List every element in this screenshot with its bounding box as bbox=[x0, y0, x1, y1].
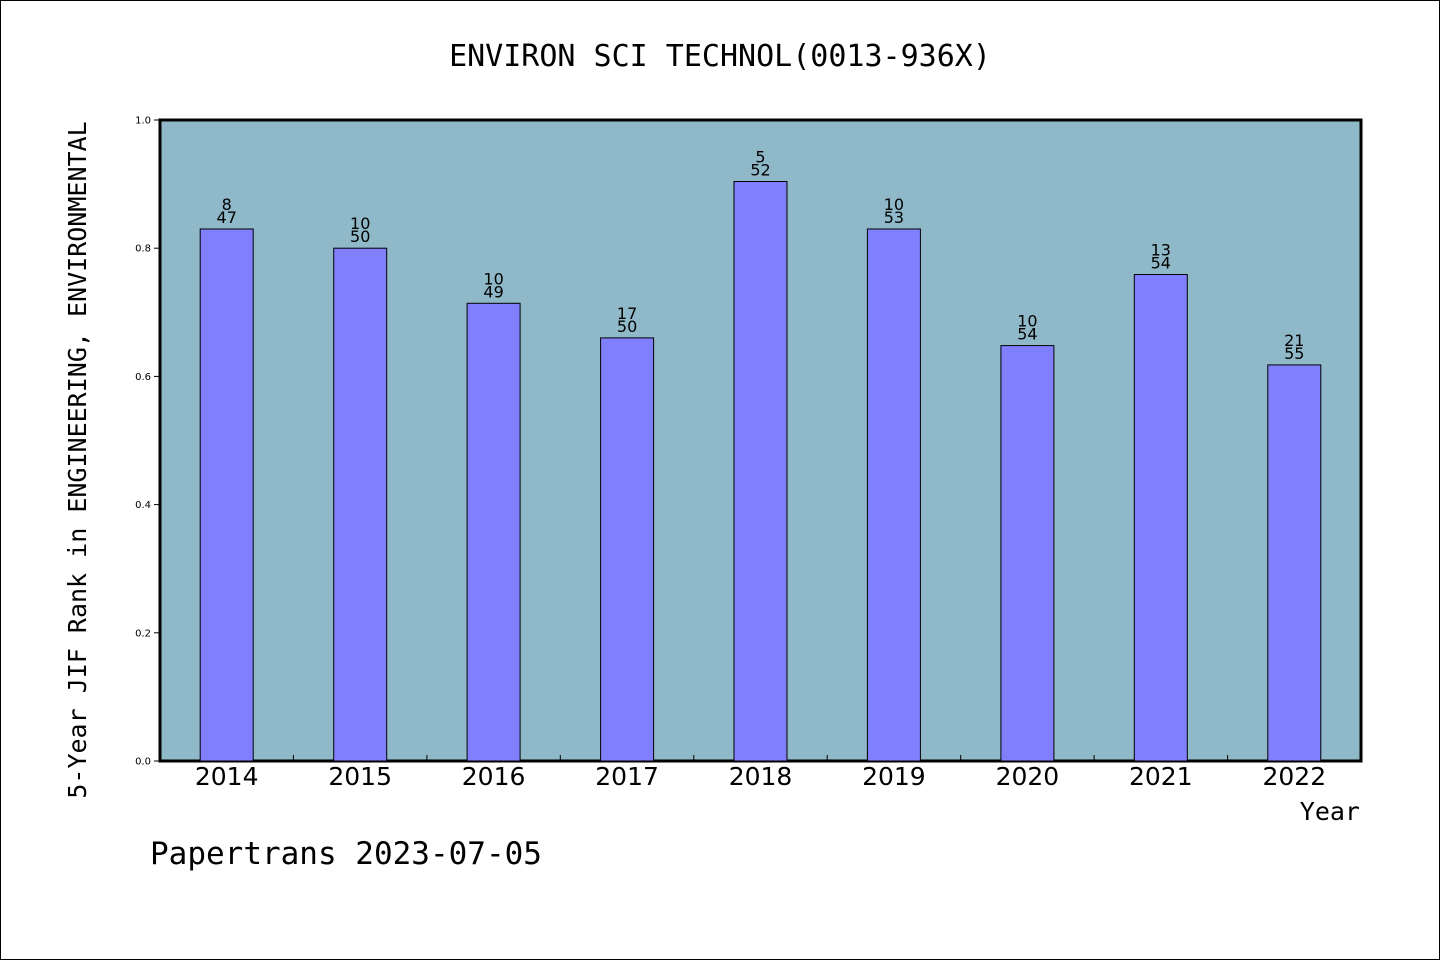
x-tick-label-2020: 2020 bbox=[996, 762, 1060, 791]
y-tick-label: 0.0 bbox=[135, 757, 151, 768]
x-tick-label-2016: 2016 bbox=[462, 762, 526, 791]
bar-2020 bbox=[1000, 345, 1055, 762]
bar-label-total-2022: 55 bbox=[1284, 344, 1304, 363]
bar-label-total-2016: 49 bbox=[483, 282, 503, 301]
y-tick-label: 0.2 bbox=[135, 628, 151, 639]
bar-label-rank-2017: 17 bbox=[617, 304, 637, 323]
y-tick-label: 0.6 bbox=[135, 372, 151, 383]
bar-label-total-2021: 54 bbox=[1151, 254, 1171, 273]
bar-label-rank-2020: 10 bbox=[1017, 312, 1037, 331]
bar-label-total-2020: 54 bbox=[1017, 325, 1037, 344]
chart-title: ENVIRON SCI TECHNOL(0013-936X) bbox=[449, 39, 991, 74]
x-tick-label-2018: 2018 bbox=[729, 762, 793, 791]
y-tick-label: 0.8 bbox=[135, 244, 151, 255]
bar-2014 bbox=[199, 228, 254, 762]
bar-label-total-2015: 50 bbox=[350, 227, 370, 246]
y-axis-title: 5-Year JIF Rank in ENGINEERING, ENVIRONM… bbox=[63, 121, 92, 798]
bar-2021 bbox=[1133, 274, 1188, 762]
x-tick-label-2014: 2014 bbox=[195, 762, 259, 791]
bar-2018 bbox=[733, 181, 788, 762]
bar-2022 bbox=[1267, 364, 1322, 762]
bar-label-rank-2016: 10 bbox=[483, 269, 503, 288]
x-tick-label-2019: 2019 bbox=[862, 762, 926, 791]
x-axis: 2014 2015 2016 2017 2018 2019 2020 2021 2022 bbox=[195, 755, 1326, 791]
bar-label-rank-2018: 5 bbox=[755, 148, 765, 167]
bar-label-rank-2019: 10 bbox=[884, 195, 904, 214]
bar-label-rank-2021: 13 bbox=[1151, 241, 1171, 260]
bar-label-total-2017: 50 bbox=[617, 317, 637, 336]
x-tick-label-2017: 2017 bbox=[595, 762, 659, 791]
bar-label-total-2019: 53 bbox=[884, 208, 904, 227]
bar-2016 bbox=[466, 302, 521, 762]
bar-label-rank-2022: 21 bbox=[1284, 331, 1304, 350]
bar-2017 bbox=[600, 337, 655, 762]
y-tick-label: 1.0 bbox=[135, 116, 151, 127]
bar-2015 bbox=[333, 247, 388, 762]
bar-label-rank-2014: 8 bbox=[222, 195, 232, 214]
y-axis: 0.0 0.2 0.4 0.6 0.8 1.0 bbox=[135, 116, 160, 768]
x-axis-title: Year bbox=[1300, 797, 1360, 826]
x-tick-label-2022: 2022 bbox=[1262, 762, 1326, 791]
x-tick-label-2021: 2021 bbox=[1129, 762, 1193, 791]
bar-label-total-2014: 47 bbox=[217, 208, 237, 227]
bar-2019 bbox=[866, 228, 921, 762]
footer-text: Papertrans 2023-07-05 bbox=[150, 836, 542, 872]
bar-label-rank-2015: 10 bbox=[350, 214, 370, 233]
x-tick-label-2015: 2015 bbox=[328, 762, 392, 791]
bar-label-total-2018: 52 bbox=[750, 161, 770, 180]
y-tick-label: 0.4 bbox=[135, 500, 151, 511]
bars-layer bbox=[199, 181, 1322, 762]
